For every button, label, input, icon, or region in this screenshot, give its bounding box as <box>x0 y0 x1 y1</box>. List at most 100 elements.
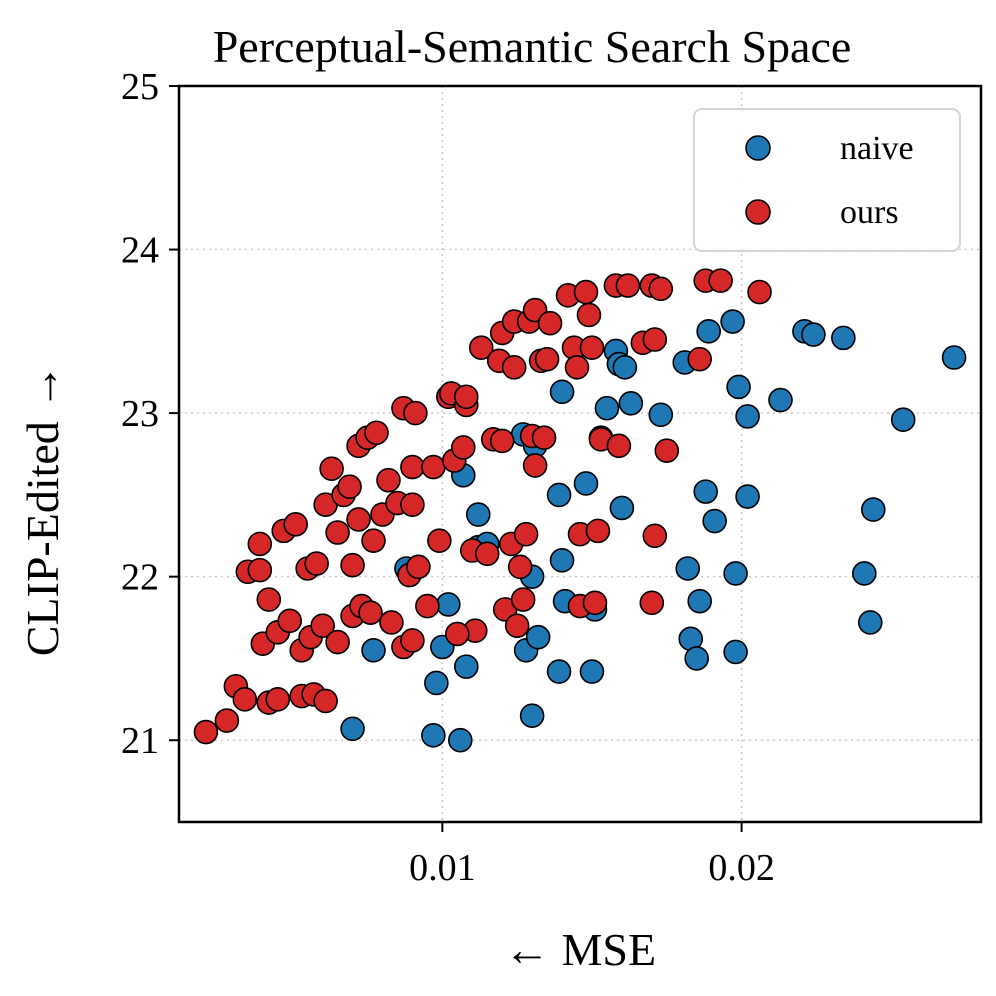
point-ours <box>400 628 425 653</box>
point-ours <box>427 528 452 553</box>
point-ours <box>379 610 404 635</box>
point-naive <box>726 374 751 400</box>
point-ours <box>265 687 291 712</box>
point-ours <box>504 613 530 639</box>
point-naive <box>465 502 491 527</box>
point-ours <box>415 593 440 619</box>
point-naive <box>890 407 916 432</box>
legend-marker-naive <box>745 135 771 161</box>
point-naive <box>860 497 886 522</box>
point-naive <box>549 379 575 405</box>
y-tick-label: 21 <box>121 720 159 762</box>
point-ours <box>573 279 599 305</box>
point-naive <box>525 624 551 650</box>
point-naive <box>618 390 644 416</box>
legend-label-naive: naive <box>840 130 914 167</box>
point-ours <box>489 428 515 454</box>
point-naive <box>594 395 620 421</box>
point-naive <box>361 637 386 663</box>
point-naive <box>546 482 572 508</box>
point-ours <box>232 687 258 712</box>
point-ours <box>214 708 240 733</box>
point-ours <box>453 384 479 410</box>
point-naive <box>579 659 605 684</box>
point-naive <box>453 654 479 679</box>
point-ours <box>361 528 386 553</box>
y-axis-label: CLIP-Edited → <box>17 364 68 657</box>
point-naive <box>801 322 826 347</box>
point-naive <box>684 646 710 671</box>
legend-marker-ours <box>745 199 771 225</box>
point-naive <box>546 659 572 684</box>
point-ours <box>537 310 563 336</box>
point-naive <box>648 402 674 428</box>
point-ours <box>564 355 590 380</box>
point-ours <box>606 433 632 459</box>
x-tick-label: 0.02 <box>708 847 775 889</box>
point-ours <box>277 608 303 634</box>
point-naive <box>612 355 638 380</box>
point-ours <box>304 551 329 576</box>
point-ours <box>193 719 219 745</box>
point-naive <box>696 319 721 344</box>
point-ours <box>579 335 605 360</box>
point-naive <box>573 471 599 496</box>
point-ours <box>450 435 476 460</box>
point-naive <box>831 325 856 351</box>
point-naive <box>424 670 449 696</box>
point-naive <box>857 610 883 635</box>
point-ours <box>513 521 539 547</box>
point-naive <box>340 716 365 742</box>
point-naive <box>609 495 635 521</box>
axis-ticks: 0.01 0.02 21 22 23 24 25 <box>121 66 775 889</box>
point-ours <box>654 438 680 464</box>
point-ours <box>256 587 282 612</box>
point-ours <box>340 552 365 578</box>
y-tick-label: 24 <box>121 230 159 272</box>
point-naive <box>687 588 713 614</box>
point-ours <box>445 621 470 647</box>
point-naive <box>693 479 718 504</box>
point-naive <box>723 561 748 586</box>
point-ours <box>507 554 533 580</box>
point-ours <box>346 507 371 532</box>
point-ours <box>747 279 772 305</box>
point-ours <box>325 520 350 545</box>
point-ours <box>708 268 733 293</box>
point-ours <box>585 518 611 544</box>
point-ours <box>247 557 273 583</box>
legend: naive ours <box>693 108 961 252</box>
point-ours <box>648 276 674 302</box>
y-tick-label: 22 <box>121 557 159 599</box>
point-ours <box>576 302 602 328</box>
x-tick-label: 0.01 <box>409 847 476 889</box>
point-naive <box>851 561 877 586</box>
point-ours <box>421 454 446 480</box>
point-ours <box>337 474 362 500</box>
point-ours <box>642 327 668 352</box>
point-naive <box>768 387 793 413</box>
point-ours <box>534 346 560 372</box>
point-ours <box>319 456 344 482</box>
chart-title: Perceptual-Semantic Search Space <box>213 21 852 72</box>
legend-label-ours: ours <box>840 194 899 231</box>
legend-box <box>693 108 961 252</box>
point-ours <box>313 688 338 714</box>
point-ours <box>639 590 665 616</box>
point-ours <box>510 587 536 612</box>
point-naive <box>735 484 760 509</box>
point-ours <box>400 492 425 518</box>
point-ours <box>468 335 494 360</box>
point-ours <box>310 613 335 639</box>
point-naive <box>720 309 745 334</box>
point-ours <box>283 512 309 537</box>
point-naive <box>941 345 967 370</box>
point-ours <box>325 629 350 655</box>
point-naive <box>723 639 748 665</box>
x-axis-label: ← MSE <box>504 924 656 975</box>
point-ours <box>364 420 389 446</box>
point-ours <box>615 273 641 298</box>
point-ours <box>403 400 428 426</box>
point-naive <box>421 723 446 748</box>
